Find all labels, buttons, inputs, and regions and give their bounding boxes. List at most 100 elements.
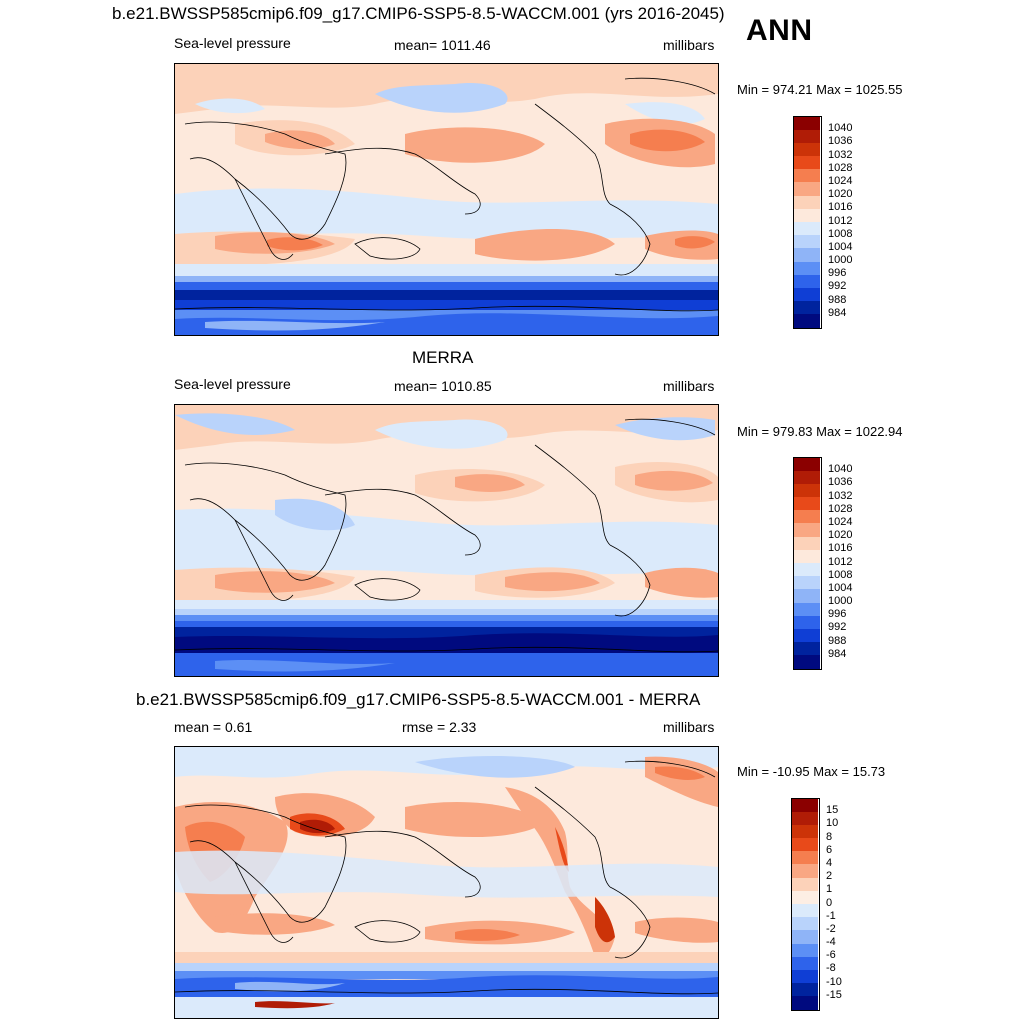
colorbar-swatch xyxy=(791,824,818,839)
colorbar-swatch xyxy=(793,628,820,643)
colorbar-tick-label: 1016 xyxy=(828,201,853,214)
panel3-colorbar xyxy=(791,798,820,1011)
colorbar-swatch xyxy=(791,982,818,997)
colorbar-tick-label: 2 xyxy=(826,870,833,883)
colorbar-tick-label: 984 xyxy=(828,647,847,660)
colorbar-swatch xyxy=(793,168,820,183)
panel2-minmax-label: Min = 979.83 Max = 1022.94 xyxy=(737,424,903,439)
colorbar-tick-label: 992 xyxy=(828,621,847,634)
colorbar-swatch xyxy=(791,956,818,970)
colorbar-tick-label: 1032 xyxy=(828,489,853,502)
colorbar-tick-label: -6 xyxy=(826,949,836,962)
colorbar-swatch xyxy=(793,129,820,143)
panel1-variable-label: Sea-level pressure xyxy=(174,35,291,51)
panel3-title: b.e21.BWSSP585cmip6.f09_g17.CMIP6-SSP5-8… xyxy=(136,690,701,709)
panel3-units-label: millibars xyxy=(663,719,715,735)
panel2-colorbar xyxy=(793,457,822,670)
panel3-colorbar-labels: 15 10 8 6 4 2 1 0 -1 -2 -4 -6 -8 -10 -15 xyxy=(826,798,866,1010)
panel1-colorbar-frame xyxy=(793,116,822,329)
colorbar-tick-label: -2 xyxy=(826,922,836,935)
colorbar-tick-label: -15 xyxy=(826,988,842,1001)
colorbar-tick-label: 1008 xyxy=(828,227,853,240)
colorbar-tick-label: 996 xyxy=(828,267,847,280)
colorbar-swatch xyxy=(793,562,820,577)
colorbar-tick-label: 992 xyxy=(828,280,847,293)
colorbar-swatch xyxy=(791,798,818,812)
panel3-mean-label: mean = 0.61 xyxy=(174,719,253,735)
colorbar-swatch xyxy=(793,470,820,484)
colorbar-swatch xyxy=(793,522,820,537)
colorbar-swatch xyxy=(791,850,818,865)
colorbar-tick-label: -10 xyxy=(826,975,842,988)
colorbar-tick-label: 1040 xyxy=(828,122,853,135)
colorbar-swatch xyxy=(793,247,820,262)
colorbar-swatch xyxy=(793,483,820,498)
colorbar-tick-label: 6 xyxy=(826,843,833,856)
colorbar-swatch xyxy=(793,615,820,629)
colorbar-tick-label: 8 xyxy=(826,830,833,843)
colorbar-tick-label: 15 xyxy=(826,804,839,817)
colorbar-tick-label: 4 xyxy=(826,856,833,869)
colorbar-swatch xyxy=(793,116,820,130)
colorbar-tick-label: 1036 xyxy=(828,135,853,148)
season-label: ANN xyxy=(746,14,813,47)
colorbar-swatch xyxy=(791,929,818,944)
panel3-minmax-label: Min = -10.95 Max = 15.73 xyxy=(737,764,886,779)
colorbar-swatch xyxy=(793,208,820,222)
colorbar-tick-label: 1024 xyxy=(828,174,853,187)
colorbar-swatch xyxy=(793,287,820,302)
colorbar-swatch xyxy=(791,995,818,1010)
colorbar-swatch xyxy=(793,261,820,275)
colorbar-tick-label: 1012 xyxy=(828,555,853,568)
panel3-rmse-label: rmse = 2.33 xyxy=(402,719,477,735)
colorbar-tick-label: 1028 xyxy=(828,502,853,515)
panel2-colorbar-frame xyxy=(793,457,822,670)
panel1-mean-label: mean= 1011.46 xyxy=(394,37,491,53)
colorbar-tick-label: 1040 xyxy=(828,463,853,476)
colorbar-swatch xyxy=(793,313,820,328)
colorbar-swatch xyxy=(793,221,820,236)
colorbar-tick-label: 1000 xyxy=(828,254,853,267)
colorbar-tick-label: -1 xyxy=(826,909,836,922)
colorbar-tick-label: 1012 xyxy=(828,214,853,227)
colorbar-swatch xyxy=(793,641,820,656)
colorbar-tick-label: 1 xyxy=(826,883,833,896)
colorbar-swatch xyxy=(793,549,820,563)
panel1-colorbar-labels: 1040 1036 1032 1028 1024 1020 1016 1012 1008 1004… xyxy=(828,116,868,328)
colorbar-swatch xyxy=(793,300,820,315)
colorbar-swatch xyxy=(793,536,820,550)
colorbar-tick-label: 1036 xyxy=(828,476,853,489)
panel3-map xyxy=(174,746,719,1019)
panel2-colorbar-labels: 1040 1036 1032 1028 1024 1020 1016 1012 1008 1004… xyxy=(828,457,868,669)
colorbar-swatch xyxy=(791,837,818,852)
colorbar-swatch xyxy=(793,654,820,669)
colorbar-swatch xyxy=(791,811,818,825)
colorbar-tick-label: 10 xyxy=(826,817,839,830)
colorbar-swatch xyxy=(793,602,820,616)
colorbar-swatch xyxy=(793,509,820,524)
colorbar-swatch xyxy=(791,890,818,904)
colorbar-tick-label: 988 xyxy=(828,634,847,647)
panel1-colorbar xyxy=(793,116,822,329)
colorbar-tick-label: 1004 xyxy=(828,581,853,594)
colorbar-tick-label: -8 xyxy=(826,962,836,975)
colorbar-tick-label: 1024 xyxy=(828,515,853,528)
colorbar-tick-label: 1008 xyxy=(828,568,853,581)
colorbar-swatch xyxy=(791,916,818,931)
colorbar-tick-label: 1000 xyxy=(828,595,853,608)
figure-title: b.e21.BWSSP585cmip6.f09_g17.CMIP6-SSP5-8… xyxy=(112,4,725,23)
colorbar-tick-label: 1028 xyxy=(828,161,853,174)
colorbar-tick-label: 1020 xyxy=(828,529,853,542)
panel2-map xyxy=(174,404,719,677)
panel2-variable-label: Sea-level pressure xyxy=(174,376,291,392)
colorbar-swatch xyxy=(791,969,818,984)
colorbar-swatch xyxy=(793,142,820,157)
panel2-title: MERRA xyxy=(412,348,474,367)
panel1-minmax-label: Min = 974.21 Max = 1025.55 xyxy=(737,82,903,97)
colorbar-tick-label: 1016 xyxy=(828,542,853,555)
colorbar-swatch xyxy=(793,575,820,590)
colorbar-tick-label: 1004 xyxy=(828,240,853,253)
colorbar-swatch xyxy=(791,863,818,878)
colorbar-tick-label: -4 xyxy=(826,936,836,949)
colorbar-tick-label: 988 xyxy=(828,293,847,306)
